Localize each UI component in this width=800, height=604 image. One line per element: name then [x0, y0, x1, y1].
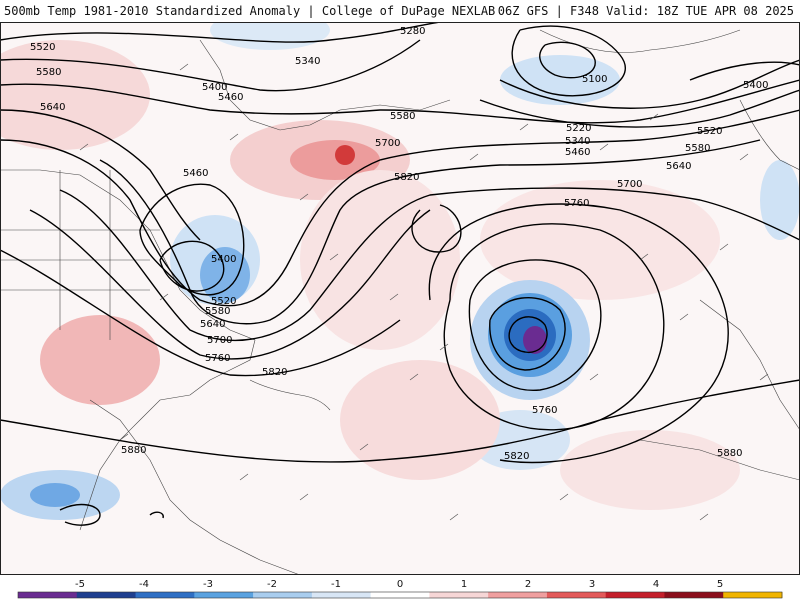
colorbar-swatch	[546, 592, 607, 598]
coastlines	[0, 29, 800, 575]
colorbar-tick-label: -2	[267, 579, 277, 590]
colorbar-swatch	[723, 592, 783, 598]
colorbar-swatch	[605, 592, 665, 598]
colorbar-swatch	[194, 592, 254, 598]
colorbar-tick-label: 3	[589, 579, 595, 590]
contour-label: 5280	[400, 26, 425, 37]
colorbar-tick-label: -1	[331, 579, 341, 590]
contour-label: 5820	[262, 367, 287, 378]
contour-label: 5820	[394, 172, 419, 183]
contour-label: 5520	[30, 42, 55, 53]
colorbar-swatch	[76, 592, 137, 598]
wind-barbs	[79, 63, 769, 521]
map-header: 500mb Temp 1981-2010 Standardized Anomal…	[0, 0, 800, 22]
contour-label: 5700	[617, 179, 642, 190]
colorbar-swatch	[664, 592, 724, 598]
contour-label: 5760	[532, 405, 557, 416]
contour-label: 5880	[717, 448, 742, 459]
colorbar-tick-label: -4	[139, 579, 149, 590]
colorbar-swatch	[18, 592, 78, 598]
colorbar-swatch	[311, 592, 372, 598]
contour-label: 5460	[183, 168, 208, 179]
contour-label: 5400	[202, 82, 227, 93]
colorbar-svg: -5 -4 -3 -2 -1 0 1 2 3 4 5	[17, 579, 783, 599]
colorbar-swatch	[253, 592, 313, 598]
contour-label: 5100	[582, 74, 607, 85]
contour-label: 5400	[743, 80, 768, 91]
contour-label: 5640	[200, 319, 225, 330]
colorbar-tick-label: 5	[717, 579, 723, 590]
contour-label: 5820	[504, 451, 529, 462]
contour-labels: 5280 5340 5100 5220 5340 5460 5400 5520 …	[30, 26, 768, 462]
contour-label: 5460	[218, 92, 243, 103]
product-title: 500mb Temp 1981-2010 Standardized Anomal…	[4, 4, 496, 18]
contour-label: 5220	[566, 123, 591, 134]
model-run-title: 06Z GFS | F348 Valid: 18Z TUE APR 08 202…	[497, 4, 794, 18]
anomaly-shading	[0, 22, 800, 520]
contour-label: 5400	[211, 254, 236, 265]
contour-label: 5580	[36, 67, 61, 78]
contour-label: 5640	[666, 161, 691, 172]
colorbar-tick-label: 0	[397, 579, 403, 590]
contour-label: 5580	[390, 111, 415, 122]
contour-label: 5340	[295, 56, 320, 67]
contour-label: 5580	[205, 306, 230, 317]
colorbar-swatch	[135, 592, 195, 598]
contour-label: 5760	[564, 198, 589, 209]
colorbar-tick-label: 2	[525, 579, 531, 590]
contour-label: 5640	[40, 102, 65, 113]
colorbar-tick-label: 4	[653, 579, 659, 590]
contour-label: 5460	[565, 147, 590, 158]
contour-label: 5340	[565, 136, 590, 147]
contour-label: 5760	[205, 353, 230, 364]
map-canvas: 5280 5340 5100 5220 5340 5460 5400 5520 …	[0, 22, 800, 575]
height-contours	[0, 22, 800, 526]
contour-label: 5700	[375, 138, 400, 149]
contour-label: 5520	[211, 296, 236, 307]
colorbar-tick-label: -5	[75, 579, 85, 590]
contour-label: 5700	[207, 335, 232, 346]
colorbar-tick-label: -3	[203, 579, 213, 590]
colorbar-swatch	[488, 592, 548, 598]
contour-label: 5520	[697, 126, 722, 137]
contour-label: 5880	[121, 445, 146, 456]
anomaly-colorbar: -5 -4 -3 -2 -1 0 1 2 3 4 5	[0, 577, 800, 600]
contour-label: 5580	[685, 143, 710, 154]
colorbar-tick-label: 1	[461, 579, 467, 590]
colorbar-swatch	[429, 592, 489, 598]
anomaly-map[interactable]: 5280 5340 5100 5220 5340 5460 5400 5520 …	[0, 22, 800, 575]
colorbar-swatch	[370, 592, 430, 598]
